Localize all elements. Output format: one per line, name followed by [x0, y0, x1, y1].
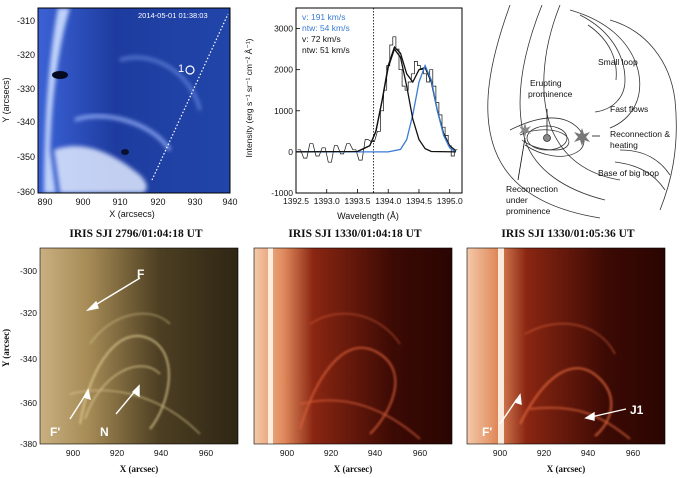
- xtick: 900: [75, 197, 90, 207]
- sji-xtick: 940: [368, 448, 382, 458]
- aia-timestamp: 2014-05-01 01:38:03: [138, 11, 208, 20]
- xtick: 890: [37, 197, 52, 207]
- sji-xtick: 940: [154, 448, 168, 458]
- label-J1: J1: [630, 403, 644, 417]
- xtick: 930: [187, 197, 202, 207]
- legend-entry: v: 72 km/s: [302, 34, 341, 44]
- xtick-label: 1393.5: [344, 196, 370, 206]
- reconnection-star-icon: [519, 123, 531, 137]
- sji-panels: F F' N F' J1 -300 -320 -340 -360 -380 90…: [1, 247, 666, 474]
- sji-xtick: 960: [199, 448, 213, 458]
- plot-frame: [295, 7, 463, 194]
- ytick: -330: [17, 84, 35, 94]
- ytick-label: -1000: [271, 188, 293, 198]
- sji-xtick: 960: [626, 448, 640, 458]
- sji-image-1330-a: [254, 248, 452, 444]
- cartoon-label: prominence: [528, 89, 573, 99]
- xtick-label: 1393.0: [314, 196, 340, 206]
- sji-xtick: 900: [493, 448, 507, 458]
- chart-ylabel: Intensity (erg s⁻¹ sr⁻¹ cm⁻² Å⁻¹): [244, 38, 254, 157]
- cartoon-label: Base of big loop: [598, 168, 659, 178]
- sji-xtick: 940: [581, 448, 595, 458]
- sji-title-3: IRIS SJI 1330/01:05:36 UT: [501, 228, 635, 240]
- aia-xlabel: X (arcsecs): [109, 209, 155, 219]
- ytick-label: 2000: [274, 65, 293, 75]
- reconnection-cartoon: Small loop Erupting prominence Fast flow…: [487, 4, 677, 219]
- marker-label: 1: [178, 63, 184, 75]
- cartoon-label: heating: [610, 140, 638, 150]
- xtick: 940: [222, 197, 237, 207]
- aia-ylabel: Y (arcsecs): [1, 77, 11, 122]
- label-F-prime: F': [50, 425, 60, 439]
- sji-xlabel: X (arcsec): [120, 464, 159, 474]
- xtick: 920: [150, 197, 165, 207]
- marker-circle: [185, 65, 195, 75]
- ytick: -360: [17, 187, 35, 197]
- series-line-fit-component: [295, 47, 456, 153]
- ytick-label: 0: [288, 147, 293, 157]
- series-line-histogram: [297, 36, 458, 163]
- cartoon-label: Fast flows: [610, 104, 648, 114]
- ytick: -310: [17, 16, 35, 26]
- legend-entry: ntw: 51 km/s: [302, 45, 350, 55]
- series-line-fit-component: [296, 63, 457, 153]
- slit-line: [151, 13, 229, 181]
- sji-ytick: -360: [20, 398, 37, 408]
- xtick-label: 1395.0: [437, 196, 463, 206]
- cartoon-label: Erupting: [530, 78, 562, 88]
- sji-ytick: -300: [20, 266, 37, 276]
- ytick-label: 1000: [274, 106, 293, 116]
- sji-xtick: 900: [280, 448, 294, 458]
- sji-xtick: 920: [537, 448, 551, 458]
- label-F: F: [137, 267, 144, 281]
- sji-xtick: 920: [324, 448, 338, 458]
- prominence-dot: [543, 134, 551, 142]
- legend-entry: v: 191 km/s: [302, 12, 345, 22]
- sji-xlabel: X (arcsec): [334, 464, 373, 474]
- cartoon-label: Reconnection &: [610, 129, 670, 139]
- cartoon-label: under: [506, 195, 528, 205]
- sji-ytick: -380: [20, 439, 37, 449]
- sji-title-1: IRIS SJI 2796/01:04:18 UT: [69, 228, 203, 240]
- sji-xtick: 920: [110, 448, 124, 458]
- sji-ytick: -320: [20, 308, 37, 318]
- ytick: -320: [17, 50, 35, 60]
- xtick: 910: [112, 197, 127, 207]
- sji-xlabel: X (arcsec): [547, 464, 586, 474]
- legend-entry: ntw: 54 km/s: [302, 23, 350, 33]
- sji-image-2796: [40, 248, 238, 444]
- xtick-label: 1394.5: [406, 196, 432, 206]
- label-N: N: [100, 425, 109, 439]
- ytick: -340: [17, 117, 35, 127]
- sji-ylabel: Y (arcsec): [1, 329, 11, 367]
- sji-xtick: 960: [413, 448, 427, 458]
- cartoon-label: Reconnection: [506, 184, 558, 194]
- chart-xlabel: Wavelength (Å): [337, 211, 399, 221]
- sji-xtick: 900: [66, 448, 80, 458]
- xtick-label: 1394.0: [375, 196, 401, 206]
- cartoon-label: prominence: [506, 206, 551, 216]
- ytick-label: 3000: [274, 24, 293, 34]
- cartoon-label: Small loop: [598, 57, 638, 67]
- reconnection-star-icon: [574, 128, 590, 146]
- xtick-label: 1392.5: [283, 196, 309, 206]
- aia-image-panel: 1 2014-05-01 01:38:03 -310 -320 -330 -34…: [1, 7, 238, 219]
- ytick: -350: [17, 152, 35, 162]
- sji-title-2: IRIS SJI 1330/01:04:18 UT: [288, 228, 422, 240]
- sji-ytick: -340: [20, 354, 37, 364]
- label-F-prime-2: F': [482, 425, 492, 439]
